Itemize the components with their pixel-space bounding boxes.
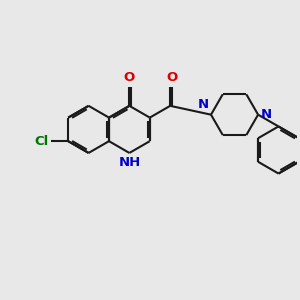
Text: O: O <box>124 71 135 84</box>
Text: Cl: Cl <box>34 135 48 148</box>
Text: NH: NH <box>118 157 140 169</box>
Text: N: N <box>197 98 208 111</box>
Text: O: O <box>166 71 177 84</box>
Text: N: N <box>260 108 272 121</box>
